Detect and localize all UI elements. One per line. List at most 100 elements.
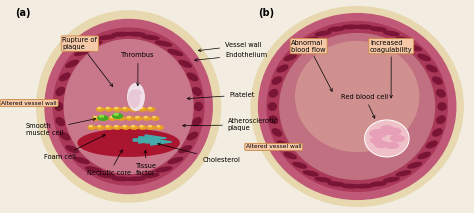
Ellipse shape: [342, 25, 358, 29]
Circle shape: [386, 143, 399, 148]
Ellipse shape: [192, 118, 201, 126]
Ellipse shape: [179, 146, 191, 153]
Circle shape: [100, 115, 103, 117]
Circle shape: [105, 108, 112, 111]
Ellipse shape: [418, 54, 430, 60]
Text: Atherosclerotic
plaque: Atherosclerotic plaque: [182, 118, 278, 131]
Circle shape: [147, 108, 155, 111]
Ellipse shape: [194, 102, 202, 111]
Ellipse shape: [45, 19, 212, 194]
Circle shape: [88, 126, 96, 129]
Ellipse shape: [418, 153, 430, 159]
Circle shape: [144, 117, 147, 118]
Circle shape: [148, 107, 151, 109]
Ellipse shape: [60, 132, 70, 140]
Ellipse shape: [128, 90, 140, 107]
Circle shape: [140, 126, 143, 127]
Text: Increased
coagulability: Increased coagulability: [370, 40, 412, 98]
FancyArrow shape: [133, 137, 160, 143]
Ellipse shape: [98, 35, 116, 39]
Ellipse shape: [179, 60, 191, 67]
Ellipse shape: [187, 132, 198, 140]
Text: Abnormal
blood flow: Abnormal blood flow: [292, 40, 332, 91]
Circle shape: [114, 126, 121, 129]
Ellipse shape: [36, 11, 220, 202]
Text: Foam cell: Foam cell: [44, 135, 105, 160]
Ellipse shape: [408, 45, 421, 50]
Circle shape: [101, 117, 108, 120]
Circle shape: [102, 117, 105, 118]
Ellipse shape: [74, 157, 89, 164]
Ellipse shape: [280, 34, 435, 179]
Ellipse shape: [427, 65, 437, 72]
Ellipse shape: [112, 32, 130, 36]
Ellipse shape: [56, 118, 64, 126]
Text: Cholesterol: Cholesterol: [158, 143, 240, 163]
Ellipse shape: [53, 28, 204, 185]
Circle shape: [122, 108, 129, 111]
Ellipse shape: [303, 37, 318, 42]
Ellipse shape: [370, 27, 386, 31]
Ellipse shape: [284, 54, 296, 60]
Ellipse shape: [408, 163, 421, 168]
Ellipse shape: [192, 87, 201, 95]
Circle shape: [152, 117, 159, 120]
Circle shape: [97, 126, 104, 129]
Circle shape: [130, 108, 138, 111]
Text: Rupture of
plaque: Rupture of plaque: [63, 37, 113, 86]
Circle shape: [92, 117, 100, 120]
Circle shape: [134, 90, 140, 92]
Ellipse shape: [112, 177, 130, 181]
Text: Vessel wall: Vessel wall: [198, 42, 262, 52]
Ellipse shape: [356, 184, 373, 188]
Ellipse shape: [328, 27, 345, 31]
Ellipse shape: [342, 184, 358, 188]
Circle shape: [370, 138, 382, 143]
Circle shape: [140, 107, 143, 109]
Ellipse shape: [168, 49, 182, 56]
Circle shape: [370, 130, 387, 137]
Ellipse shape: [356, 25, 373, 29]
Ellipse shape: [303, 171, 318, 176]
Ellipse shape: [98, 174, 116, 178]
Ellipse shape: [293, 163, 307, 168]
Circle shape: [112, 114, 123, 118]
Text: Tissue
factor: Tissue factor: [136, 150, 157, 176]
Circle shape: [157, 126, 160, 127]
Ellipse shape: [155, 41, 172, 46]
Ellipse shape: [86, 41, 102, 46]
Circle shape: [148, 126, 151, 127]
Circle shape: [133, 94, 137, 96]
Circle shape: [130, 126, 138, 129]
Circle shape: [128, 117, 130, 118]
Circle shape: [122, 126, 129, 129]
Ellipse shape: [328, 182, 345, 186]
Ellipse shape: [55, 102, 63, 111]
Circle shape: [93, 117, 96, 118]
Wedge shape: [66, 106, 128, 130]
Circle shape: [97, 108, 104, 111]
Ellipse shape: [251, 7, 463, 206]
Ellipse shape: [438, 103, 446, 110]
Circle shape: [132, 107, 135, 109]
Ellipse shape: [268, 103, 276, 110]
Circle shape: [136, 97, 140, 99]
Ellipse shape: [272, 129, 282, 136]
Ellipse shape: [64, 40, 193, 173]
Text: Necrotic core: Necrotic core: [87, 150, 131, 176]
Circle shape: [98, 107, 100, 109]
Ellipse shape: [269, 90, 278, 97]
Circle shape: [110, 117, 113, 118]
Circle shape: [126, 117, 134, 120]
Circle shape: [98, 126, 100, 127]
Ellipse shape: [437, 90, 445, 97]
Ellipse shape: [258, 14, 456, 199]
Ellipse shape: [66, 146, 78, 153]
Circle shape: [136, 117, 138, 118]
Ellipse shape: [78, 130, 179, 156]
Circle shape: [381, 126, 392, 131]
Text: Red blood cell: Red blood cell: [341, 94, 388, 118]
Circle shape: [132, 126, 135, 127]
Text: (a): (a): [16, 8, 31, 18]
Ellipse shape: [60, 73, 70, 81]
